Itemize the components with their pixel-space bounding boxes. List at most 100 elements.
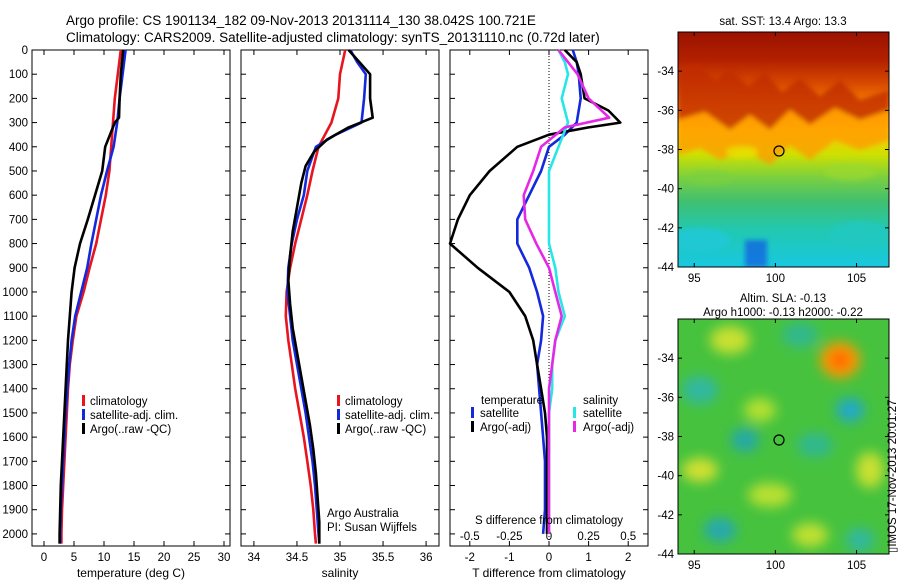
sla-anomaly [704, 518, 736, 542]
salinity-panel: 34 34.5 35 35.5 36 salinity climatology sate… [240, 49, 440, 580]
lat-tick-label: -38 [657, 432, 674, 444]
series-line-salinity-argo-adj- [522, 49, 611, 534]
legend-swatch-argo [337, 423, 340, 434]
sla-anomaly [710, 326, 750, 354]
sla-anomaly [836, 398, 864, 422]
x-tick-label: 10 [98, 552, 111, 564]
sla-map-lat-ticks: -34 -36 -38 -40 -42 -44 [657, 353, 889, 561]
top-x-tick-label: -0.25 [496, 531, 522, 543]
lat-tick-label: -34 [657, 353, 674, 365]
series-line-argo-raw-qc- [58, 49, 125, 544]
salinity-legend: climatology satellite-adj. clim. Argo(..… [337, 395, 433, 436]
legend-label-temp-argo: Argo(-adj) [480, 422, 531, 434]
sst-cyan-patch-1 [678, 228, 730, 252]
temperature-series [58, 49, 127, 544]
lat-tick-label: -44 [657, 549, 674, 561]
lon-tick-label: 100 [766, 560, 785, 572]
salinity-x-ticks: 34 34.5 35 35.5 36 [248, 50, 432, 564]
top-x-tick-label: 0.5 [620, 531, 636, 543]
x-tick-label: 1 [585, 552, 591, 564]
difference-top-ticks: -0.5-0.2500.250.5 [460, 531, 636, 543]
credit-line-1: Argo Australia [327, 508, 399, 520]
lon-tick-label: 100 [766, 273, 785, 285]
temperature-panel: 0100200300400500600700800900100011001200… [2, 45, 231, 580]
legend-header-salinity: salinity [583, 395, 618, 407]
difference-panel: -2 -1 0 1 2 -0.5 -0.25 0 0.25 0.5 S difference f… [448, 49, 649, 580]
sla-anomaly [782, 323, 818, 347]
top-x-tick-label: 0.25 [577, 531, 599, 543]
x-tick-label: 30 [218, 552, 231, 564]
temperature-legend: climatology satellite-adj. clim. Argo(..… [82, 395, 178, 436]
sst-heatmap [678, 32, 889, 267]
x-tick-label: -2 [465, 552, 475, 564]
sla-map-title-line2: Argo h1000: -0.13 h2000: -0.22 [703, 307, 863, 319]
sst-blue-streak [745, 240, 767, 267]
salinity-axes-frame [240, 49, 440, 547]
legend-swatch-sal-satellite [573, 407, 576, 418]
temperature-x-ticks: 0 5 10 15 20 25 30 [41, 50, 231, 564]
lat-tick-label: -38 [657, 145, 674, 157]
sst-map-lat-ticks: -34 -36 -38 -40 -42 -44 [657, 66, 889, 274]
legend-label-sal-argo: Argo(-adj) [583, 422, 634, 434]
depth-tick-label: 2000 [2, 529, 28, 541]
depth-tick-label: 1300 [2, 360, 28, 372]
depth-tick-label: 400 [9, 142, 28, 154]
x-tick-label: -1 [504, 552, 514, 564]
salinity-series [284, 49, 375, 544]
imos-timestamp: ▯IMOS 17-Nov-2013 20:01:27 [887, 400, 899, 553]
difference-top-label: S difference from climatology [475, 515, 623, 527]
salinity-x-label: salinity [322, 566, 359, 580]
difference-depth-ticks [450, 49, 648, 535]
sst-map-lon-ticks: 95 100 105 [688, 32, 866, 285]
legend-label-argo: Argo(..raw -QC) [90, 424, 171, 436]
depth-tick-label: 900 [9, 263, 28, 275]
lat-tick-label: -42 [657, 223, 674, 235]
sst-map-title: sat. SST: 13.4 Argo: 13.3 [719, 16, 846, 28]
lat-tick-label: -36 [657, 105, 674, 117]
sla-anomaly [744, 398, 776, 422]
legend-swatch-satellite [82, 409, 85, 420]
lon-tick-label: 105 [847, 560, 866, 572]
depth-tick-label: 800 [9, 239, 28, 251]
depth-tick-label: 500 [9, 166, 28, 178]
sst-yellow-eddy [726, 146, 758, 158]
temperature-depth-ticks: 0 100 200 300 400 500 600 700 800 900 1000 1100 1200… [2, 45, 230, 541]
lat-tick-label: -36 [657, 392, 674, 404]
legend-label-satellite: satellite-adj. clim. [345, 410, 433, 422]
x-tick-label: 5 [71, 552, 77, 564]
lon-tick-label: 95 [688, 273, 701, 285]
sst-map-panel: sat. SST: 13.4 Argo: 13.3 -34 -36 -38 -40 -4… [657, 16, 890, 285]
sla-anomaly [682, 458, 718, 482]
depth-tick-label: 1400 [2, 384, 28, 396]
sst-green-patch-2 [824, 164, 876, 180]
difference-legend: temperature salinity satellite Argo(-adj… [471, 395, 634, 434]
top-x-tick-label: -0.5 [460, 531, 480, 543]
sla-map-lon-ticks: 95 100 105 [688, 319, 866, 572]
series-line-temperature-satellite [515, 49, 583, 535]
depth-tick-label: 1600 [2, 432, 28, 444]
depth-tick-label: 700 [9, 214, 28, 226]
depth-tick-label: 1100 [3, 311, 28, 323]
x-tick-label: 15 [128, 552, 141, 564]
lon-tick-label: 95 [688, 560, 701, 572]
sst-texture [678, 64, 889, 267]
sla-anomaly [682, 376, 718, 404]
legend-label-climatology: climatology [345, 396, 403, 408]
sla-anomaly [797, 433, 833, 457]
sla-anomaly [856, 452, 884, 488]
depth-tick-label: 1700 [2, 456, 28, 468]
legend-label-climatology: climatology [90, 396, 148, 408]
depth-tick-label: 1500 [2, 408, 28, 420]
header-title-line1: Argo profile: CS 1901134_182 09-Nov-2013… [66, 13, 536, 28]
salinity-depth-ticks [241, 49, 439, 535]
credit-line-2: PI: Susan Wijffels [327, 522, 417, 534]
lat-tick-label: -42 [657, 510, 674, 522]
sla-texture [682, 323, 884, 552]
lon-tick-label: 105 [847, 273, 866, 285]
x-tick-label: 34 [248, 552, 261, 564]
x-tick-label: 35 [334, 552, 347, 564]
x-tick-label: 25 [188, 552, 201, 564]
x-tick-label: 35.5 [372, 552, 394, 564]
sla-anomaly [731, 428, 759, 452]
